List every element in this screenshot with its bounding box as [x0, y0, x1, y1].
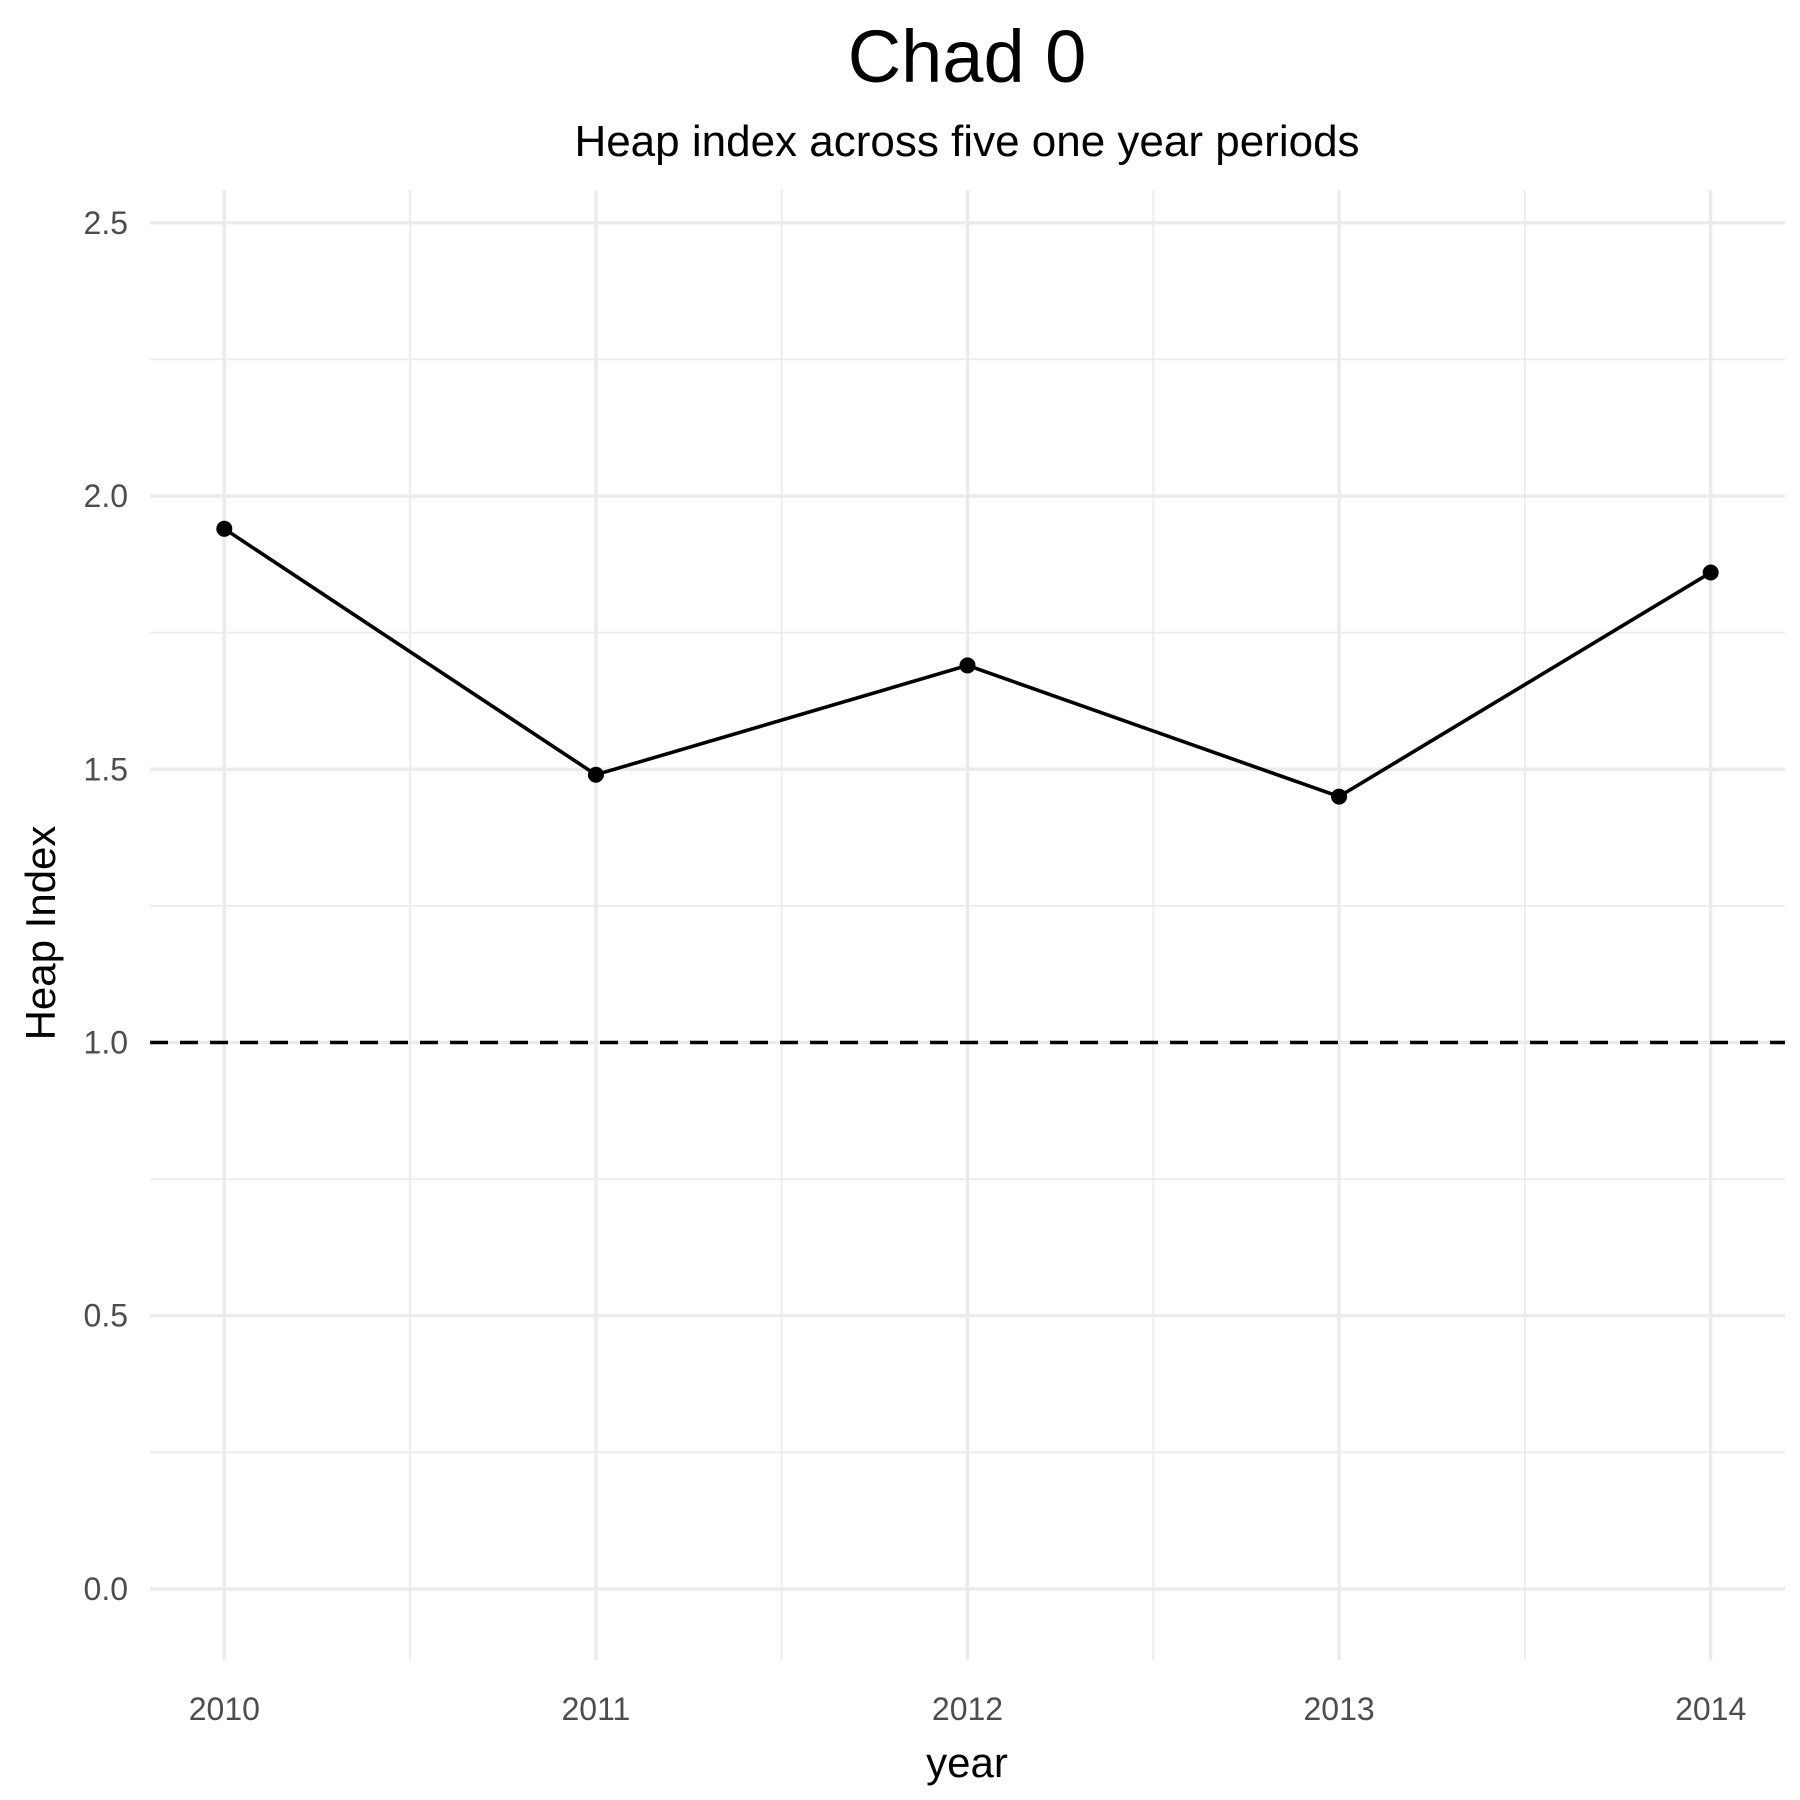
y-tick-label: 2.5 [84, 205, 128, 241]
x-tick-label: 2010 [189, 1691, 260, 1727]
series-group [216, 520, 1719, 805]
y-axis-title: Heap Index [17, 826, 64, 1041]
data-point [1331, 788, 1348, 805]
data-point [587, 766, 604, 783]
x-tick-label: 2011 [562, 1691, 631, 1727]
y-tick-label: 0.5 [84, 1298, 128, 1334]
data-point [1702, 564, 1719, 581]
x-tick-label: 2012 [932, 1691, 1003, 1727]
y-tick-label: 2.0 [84, 478, 128, 514]
x-axis-title: year [926, 1739, 1008, 1786]
data-point [216, 520, 233, 537]
y-tick-label: 1.0 [84, 1024, 128, 1060]
y-axis-ticks: 0.0 0.5 1.0 1.5 2.0 2.5 [84, 205, 128, 1607]
y-tick-label: 1.5 [84, 751, 128, 787]
y-tick-label: 0.0 [84, 1571, 128, 1607]
x-tick-label: 2014 [1675, 1691, 1746, 1727]
chart-subtitle: Heap index across five one year periods [574, 117, 1359, 166]
x-axis-ticks: 2010 2011 2012 2013 2014 [189, 1691, 1747, 1727]
x-tick-label: 2013 [1303, 1691, 1374, 1727]
chart-title: Chad 0 [848, 15, 1087, 98]
data-point [959, 657, 976, 674]
